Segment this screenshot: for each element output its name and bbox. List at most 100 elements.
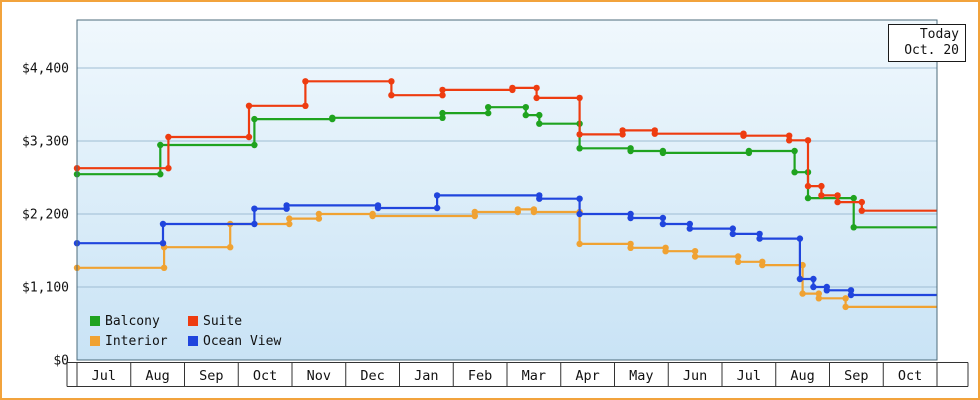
legend-item-interior[interactable]: Interior xyxy=(90,334,168,349)
data-point-ocean-view[interactable] xyxy=(576,210,583,218)
data-point-suite[interactable] xyxy=(804,182,812,190)
legend-item-balcony[interactable]: Balcony xyxy=(90,314,160,329)
data-point-ocean-view[interactable] xyxy=(251,220,258,228)
data-point-interior[interactable] xyxy=(286,215,293,222)
data-point-suite[interactable] xyxy=(786,132,793,139)
data-point-ocean-view[interactable] xyxy=(810,275,817,283)
data-point-interior[interactable] xyxy=(315,210,323,218)
data-point-ocean-view[interactable] xyxy=(159,220,167,228)
data-point-interior[interactable] xyxy=(759,258,766,265)
data-point-suite[interactable] xyxy=(818,192,825,199)
data-point-suite[interactable] xyxy=(302,102,309,110)
data-point-suite[interactable] xyxy=(804,137,812,144)
data-point-ocean-view[interactable] xyxy=(847,291,855,299)
data-point-balcony[interactable] xyxy=(627,145,634,152)
data-point-suite[interactable] xyxy=(651,127,658,134)
data-point-interior[interactable] xyxy=(160,264,168,271)
data-point-ocean-view[interactable] xyxy=(810,283,817,291)
data-point-balcony[interactable] xyxy=(791,147,798,155)
data-point-suite[interactable] xyxy=(245,133,253,141)
data-point-suite[interactable] xyxy=(388,92,395,99)
data-point-ocean-view[interactable] xyxy=(659,214,667,222)
data-point-interior[interactable] xyxy=(842,303,849,311)
data-point-ocean-view[interactable] xyxy=(433,192,441,199)
data-point-suite[interactable] xyxy=(818,182,825,190)
data-point-interior[interactable] xyxy=(842,295,849,302)
data-point-interior[interactable] xyxy=(227,244,234,251)
data-point-balcony[interactable] xyxy=(485,109,492,117)
data-point-balcony[interactable] xyxy=(536,120,543,127)
data-point-suite[interactable] xyxy=(165,133,172,141)
data-point-ocean-view[interactable] xyxy=(659,220,667,228)
data-point-ocean-view[interactable] xyxy=(729,225,736,232)
data-point-interior[interactable] xyxy=(627,240,634,248)
data-point-balcony[interactable] xyxy=(251,141,258,149)
data-point-suite[interactable] xyxy=(439,86,446,94)
data-point-ocean-view[interactable] xyxy=(729,230,736,238)
data-point-ocean-view[interactable] xyxy=(686,225,693,232)
data-point-suite[interactable] xyxy=(576,94,583,102)
data-point-balcony[interactable] xyxy=(576,145,583,152)
data-point-interior[interactable] xyxy=(286,220,293,228)
data-point-interior[interactable] xyxy=(734,258,742,265)
data-point-interior[interactable] xyxy=(530,206,538,213)
data-point-ocean-view[interactable] xyxy=(686,220,693,228)
data-point-ocean-view[interactable] xyxy=(756,235,763,242)
data-point-suite[interactable] xyxy=(619,131,626,138)
data-point-balcony[interactable] xyxy=(745,149,753,157)
data-point-interior[interactable] xyxy=(691,253,699,260)
data-point-interior[interactable] xyxy=(315,215,323,222)
data-point-ocean-view[interactable] xyxy=(159,240,167,247)
data-point-balcony[interactable] xyxy=(850,194,857,202)
data-point-suite[interactable] xyxy=(786,137,793,144)
data-point-interior[interactable] xyxy=(734,253,742,260)
data-point-suite[interactable] xyxy=(533,94,540,102)
data-point-suite[interactable] xyxy=(834,198,841,206)
data-point-suite[interactable] xyxy=(388,78,395,85)
data-point-balcony[interactable] xyxy=(157,141,164,149)
data-point-suite[interactable] xyxy=(302,78,309,85)
data-point-balcony[interactable] xyxy=(804,194,812,202)
data-point-balcony[interactable] xyxy=(329,115,336,123)
data-point-interior[interactable] xyxy=(815,295,822,302)
data-point-interior[interactable] xyxy=(691,248,699,255)
data-point-suite[interactable] xyxy=(858,207,865,214)
data-point-ocean-view[interactable] xyxy=(847,287,855,294)
data-point-suite[interactable] xyxy=(834,192,841,199)
data-point-ocean-view[interactable] xyxy=(536,192,543,199)
data-point-interior[interactable] xyxy=(662,244,669,251)
data-point-suite[interactable] xyxy=(439,92,446,99)
data-point-balcony[interactable] xyxy=(439,114,446,122)
data-point-balcony[interactable] xyxy=(659,147,667,155)
data-point-balcony[interactable] xyxy=(251,115,258,123)
data-point-ocean-view[interactable] xyxy=(796,275,804,283)
data-point-suite[interactable] xyxy=(245,102,253,110)
data-point-ocean-view[interactable] xyxy=(374,202,382,209)
legend-item-suite[interactable]: Suite xyxy=(188,314,242,329)
data-point-suite[interactable] xyxy=(740,130,747,137)
data-point-balcony[interactable] xyxy=(791,169,798,176)
data-point-balcony[interactable] xyxy=(439,109,446,117)
data-point-interior[interactable] xyxy=(799,290,806,297)
data-point-suite[interactable] xyxy=(509,86,516,94)
data-point-ocean-view[interactable] xyxy=(823,283,830,291)
data-point-suite[interactable] xyxy=(165,165,172,172)
data-point-ocean-view[interactable] xyxy=(283,205,290,212)
data-point-balcony[interactable] xyxy=(522,111,529,119)
data-point-interior[interactable] xyxy=(815,290,822,297)
data-point-ocean-view[interactable] xyxy=(796,235,804,242)
data-point-interior[interactable] xyxy=(514,208,521,216)
data-point-suite[interactable] xyxy=(533,84,540,92)
data-point-ocean-view[interactable] xyxy=(433,204,441,212)
data-point-balcony[interactable] xyxy=(485,104,492,111)
data-point-balcony[interactable] xyxy=(157,171,164,178)
data-point-balcony[interactable] xyxy=(536,111,543,119)
data-point-ocean-view[interactable] xyxy=(627,210,634,218)
data-point-balcony[interactable] xyxy=(850,224,857,231)
data-point-suite[interactable] xyxy=(576,131,583,138)
data-point-ocean-view[interactable] xyxy=(251,205,258,212)
data-point-interior[interactable] xyxy=(471,212,478,220)
data-point-balcony[interactable] xyxy=(522,104,529,111)
data-point-interior[interactable] xyxy=(369,210,376,218)
data-point-interior[interactable] xyxy=(576,240,583,248)
